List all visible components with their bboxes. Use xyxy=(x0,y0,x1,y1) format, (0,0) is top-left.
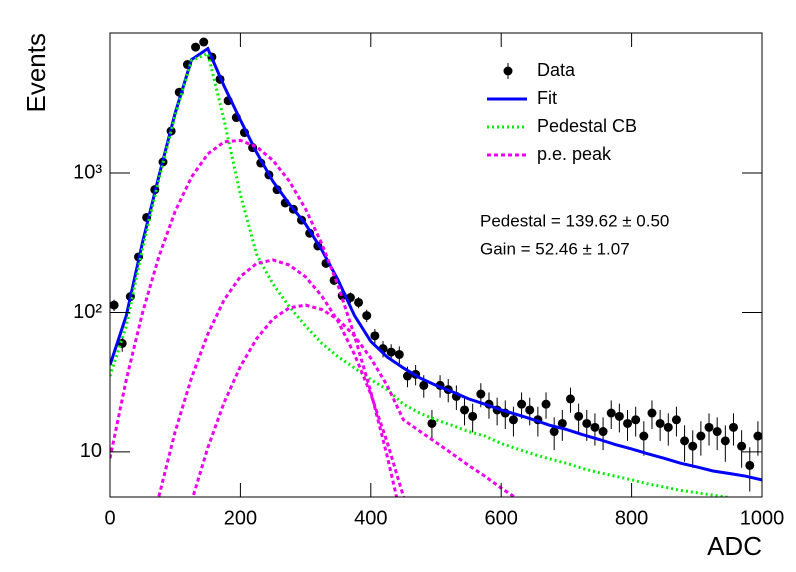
data-point xyxy=(394,349,404,359)
data-point xyxy=(565,394,575,404)
data-point xyxy=(582,418,592,428)
legend-label: Data xyxy=(537,60,576,80)
data-point xyxy=(598,427,608,437)
x-tick-label: 400 xyxy=(354,507,387,529)
y-tick-label: 10 xyxy=(80,440,102,462)
data-point xyxy=(419,380,429,390)
data-point xyxy=(663,422,673,432)
legend-label: p.e. peak xyxy=(537,144,612,164)
data-point xyxy=(476,389,486,399)
data-point xyxy=(370,331,380,341)
data-point xyxy=(606,408,616,418)
x-tick-label: 0 xyxy=(104,507,115,529)
data-point xyxy=(574,411,584,421)
legend-symbol xyxy=(503,66,513,76)
data-point xyxy=(402,371,412,381)
data-point xyxy=(614,411,624,421)
data-point xyxy=(110,300,119,310)
annotation: Gain = 52.46 ± 1.07 xyxy=(480,239,630,258)
plot-area xyxy=(110,37,762,497)
data-point xyxy=(590,422,600,432)
legend-label: Fit xyxy=(537,88,557,108)
x-tick-label: 200 xyxy=(224,507,257,529)
x-tick-label: 600 xyxy=(485,507,518,529)
data-point xyxy=(737,441,747,451)
data-point xyxy=(680,436,690,446)
data-point xyxy=(655,418,665,428)
data-point xyxy=(557,418,567,428)
frame xyxy=(109,32,763,498)
y-tick-label: 10² xyxy=(73,301,102,323)
data-point xyxy=(623,418,633,428)
data-point xyxy=(525,405,535,415)
data-point xyxy=(647,408,657,418)
data-point xyxy=(354,297,364,307)
data-point xyxy=(460,405,470,415)
data-point xyxy=(549,427,559,437)
fit-component xyxy=(157,258,406,497)
data-point xyxy=(688,441,698,451)
data-point xyxy=(508,415,518,425)
data-point xyxy=(517,399,527,409)
data-point xyxy=(639,431,649,441)
y-tick-label: 10³ xyxy=(73,161,102,183)
data-point xyxy=(631,415,641,425)
x-axis-label: ADC xyxy=(707,531,762,561)
data-point xyxy=(541,399,551,409)
data-point xyxy=(728,422,738,432)
data-point xyxy=(468,411,478,421)
data-point xyxy=(671,415,681,425)
data-point xyxy=(745,460,755,470)
data-point xyxy=(712,427,722,437)
x-tick-label: 800 xyxy=(615,507,648,529)
legend-label: Pedestal CB xyxy=(537,116,637,136)
data-point xyxy=(696,431,706,441)
fit-curve xyxy=(110,51,735,497)
data-point xyxy=(720,436,730,446)
data-point xyxy=(704,422,714,432)
y-axis-label: Events xyxy=(21,33,51,113)
data-point xyxy=(199,37,209,47)
data-point xyxy=(427,418,437,428)
fit-curve xyxy=(110,46,762,482)
data-point xyxy=(191,42,201,52)
data-point xyxy=(386,347,396,357)
fit-component xyxy=(191,303,518,497)
x-tick-label: 1000 xyxy=(740,507,785,529)
data-point xyxy=(753,431,762,441)
data-point xyxy=(362,311,372,321)
annotation: Pedestal = 139.62 ± 0.50 xyxy=(480,211,669,230)
